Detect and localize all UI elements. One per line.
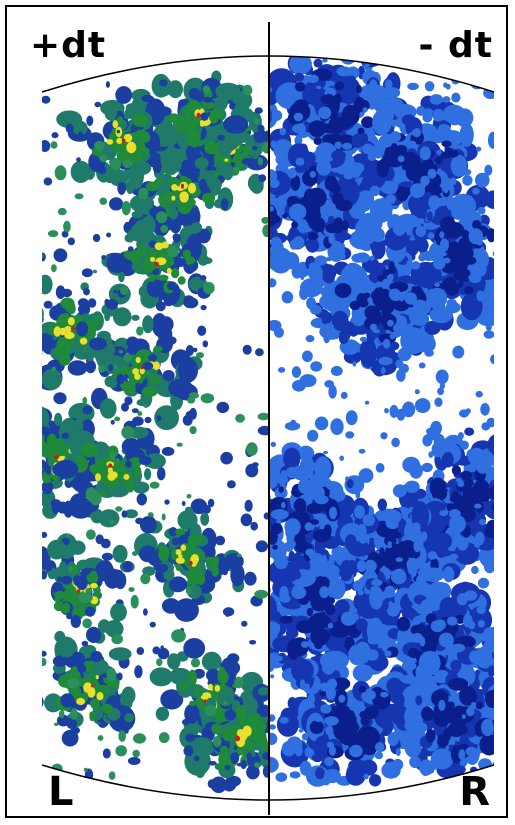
plus-dt-label: +dt — [30, 25, 107, 66]
right-half-map — [269, 56, 494, 798]
minus-dt-label: - dt — [418, 25, 493, 66]
left-half-map — [42, 70, 269, 794]
right-label: R — [459, 769, 491, 815]
left-label: L — [48, 769, 75, 815]
